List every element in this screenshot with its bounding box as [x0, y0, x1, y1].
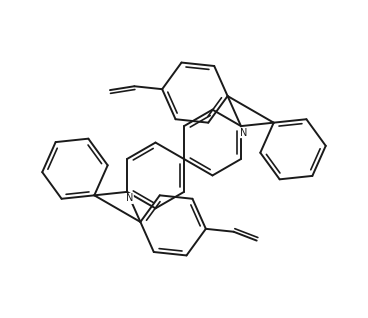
Text: N: N	[126, 193, 133, 204]
Text: N: N	[240, 128, 247, 138]
